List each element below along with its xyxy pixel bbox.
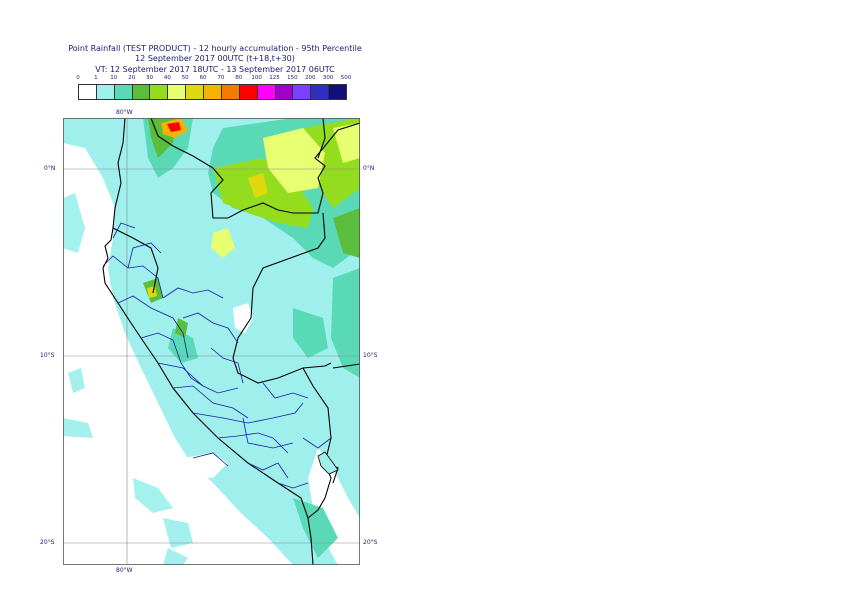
legend-swatch: [113, 84, 133, 100]
legend-tick-label: 10: [110, 75, 118, 81]
legend-swatch: [185, 84, 205, 100]
legend-tick-label: 20: [128, 75, 136, 81]
rain-zone-high: [147, 118, 188, 298]
legend-tick-label: 1: [94, 75, 98, 81]
legend-swatch: [131, 84, 151, 100]
legend-tick-label: 0: [76, 75, 80, 81]
legend-tick-label: 50: [181, 75, 189, 81]
legend-tick-label: 30: [145, 75, 153, 81]
lat-label-right-20: 20°S: [363, 539, 378, 546]
rain-zone-40-60: [211, 123, 360, 258]
lon-label-top: 80°W: [116, 109, 133, 116]
admin-boundaries: [102, 222, 332, 489]
legend-swatch: [95, 84, 115, 100]
legend-swatch: [292, 84, 312, 100]
legend-swatch: [220, 84, 240, 100]
lat-label-left-0: 0°N: [44, 165, 56, 172]
lat-label-right-10: 10°S: [363, 352, 378, 359]
legend-swatch: [256, 84, 276, 100]
legend-tick-label: 100: [251, 75, 262, 81]
lake-titicaca: [317, 451, 339, 475]
legend-tick-label: 150: [287, 75, 298, 81]
legend-tick-label: 300: [322, 75, 334, 81]
lat-label-left-10: 10°S: [40, 352, 55, 359]
legend-tick-label: 70: [217, 75, 225, 81]
legend-tick-label: 125: [269, 75, 280, 81]
legend-tick-label: 200: [305, 75, 316, 81]
legend-tick-label: 80: [235, 75, 243, 81]
rainfall-map: [63, 118, 360, 565]
lat-label-left-20: 20°S: [40, 539, 55, 546]
legend-swatch: [203, 84, 222, 100]
lat-label-right-0: 0°N: [363, 165, 375, 172]
legend-swatch: [149, 84, 169, 100]
legend-swatch: [274, 84, 294, 100]
legend-swatch: [238, 84, 258, 100]
map-title: Point Rainfall (TEST PRODUCT) - 12 hourl…: [68, 44, 362, 53]
legend-tick-label: 40: [163, 75, 171, 81]
run-time: 12 September 2017 00UTC (t+18,t+30): [135, 54, 295, 63]
graticule: [63, 118, 360, 565]
validity-time: VT: 12 September 2017 18UTC - 13 Septemb…: [95, 65, 335, 74]
ocean-streaks: [63, 193, 193, 565]
legend-tick-label: 500: [340, 75, 352, 81]
legend-tick-label: 60: [199, 75, 207, 81]
color-legend: 0 1 10 20 30 40 50 60 70 80 100 125 150 200 300 500: [76, 75, 351, 102]
legend-swatch: [167, 84, 187, 100]
legend-swatch: [310, 84, 330, 100]
legend-swatch: [78, 84, 97, 100]
map-frame: [63, 118, 360, 565]
dry-areas: [63, 143, 360, 565]
legend-swatch: [328, 84, 347, 100]
lon-label-bottom: 80°W: [116, 567, 133, 574]
